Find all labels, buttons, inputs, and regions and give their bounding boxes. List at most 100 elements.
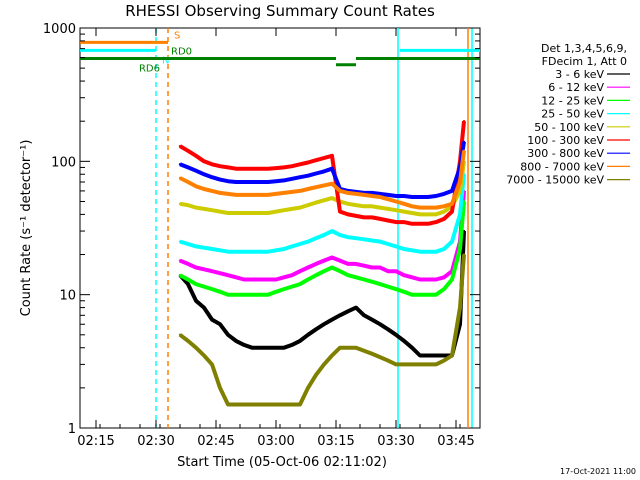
data-point bbox=[458, 306, 462, 309]
flag-label-rd0: RD0 bbox=[171, 47, 192, 58]
data-point bbox=[226, 333, 230, 337]
data-point bbox=[442, 354, 446, 357]
data-point bbox=[242, 211, 246, 215]
data-point bbox=[410, 222, 414, 226]
data-point bbox=[330, 182, 334, 185]
data-point bbox=[298, 242, 302, 246]
data-point bbox=[306, 333, 310, 337]
data-point bbox=[226, 403, 230, 406]
data-point bbox=[394, 363, 398, 366]
data-point bbox=[394, 194, 398, 198]
data-point bbox=[378, 195, 382, 199]
data-point bbox=[314, 185, 318, 189]
data-point bbox=[362, 264, 366, 267]
data-point bbox=[218, 210, 222, 213]
data-point bbox=[194, 266, 198, 269]
data-point bbox=[250, 346, 254, 349]
data-point bbox=[210, 269, 214, 273]
data-point bbox=[450, 278, 454, 281]
legend-header: FDecim 1, Att 0 bbox=[542, 55, 627, 68]
data-point bbox=[386, 219, 390, 222]
data-point bbox=[178, 163, 182, 166]
data-point bbox=[338, 314, 342, 317]
data-point bbox=[418, 363, 422, 366]
data-point bbox=[346, 202, 350, 206]
data-point bbox=[354, 306, 358, 309]
data-point bbox=[442, 192, 446, 196]
data-point bbox=[378, 282, 382, 286]
data-point bbox=[266, 293, 270, 296]
series-100-300-kev bbox=[178, 119, 466, 226]
data-point bbox=[402, 339, 406, 343]
data-point bbox=[242, 193, 246, 197]
data-point bbox=[402, 363, 406, 366]
data-point bbox=[370, 280, 374, 283]
data-point bbox=[274, 179, 278, 183]
data-point bbox=[290, 190, 294, 194]
data-point bbox=[434, 194, 438, 198]
data-point bbox=[394, 220, 398, 224]
data-point bbox=[298, 176, 302, 179]
data-point bbox=[450, 189, 454, 193]
data-point bbox=[258, 250, 262, 253]
data-point bbox=[386, 359, 390, 362]
data-point bbox=[378, 206, 382, 209]
data-point bbox=[346, 310, 350, 313]
data-point bbox=[226, 250, 230, 253]
series-7000-15000-kev bbox=[178, 253, 466, 407]
data-point bbox=[202, 160, 206, 163]
data-point bbox=[402, 210, 406, 213]
plot-frame bbox=[79, 27, 481, 429]
data-point bbox=[290, 245, 294, 248]
data-point bbox=[418, 222, 422, 226]
data-point bbox=[442, 217, 446, 221]
data-point bbox=[434, 250, 438, 253]
data-point bbox=[218, 164, 222, 168]
data-point bbox=[330, 229, 334, 233]
data-point bbox=[194, 346, 198, 349]
data-point bbox=[434, 213, 438, 216]
data-point bbox=[418, 195, 422, 199]
data-point bbox=[354, 276, 358, 279]
data-point bbox=[354, 214, 358, 218]
data-point bbox=[282, 287, 286, 291]
data-point bbox=[258, 193, 262, 197]
data-point bbox=[290, 207, 294, 211]
data-point bbox=[418, 250, 422, 253]
data-point bbox=[394, 200, 398, 203]
legend-label: 50 - 100 keV bbox=[534, 121, 604, 134]
data-point bbox=[226, 192, 230, 196]
data-point bbox=[226, 166, 230, 169]
data-point bbox=[378, 266, 382, 269]
data-point bbox=[186, 242, 190, 246]
data-point bbox=[314, 201, 318, 204]
data-point bbox=[394, 333, 398, 337]
data-point bbox=[274, 278, 278, 281]
data-point bbox=[450, 354, 454, 357]
data-point bbox=[462, 149, 466, 152]
flag-label-s: S bbox=[174, 30, 180, 41]
data-point bbox=[282, 209, 286, 212]
data-point bbox=[234, 293, 238, 296]
data-point bbox=[242, 180, 246, 184]
data-point bbox=[186, 262, 190, 266]
data-point bbox=[306, 203, 310, 207]
data-point bbox=[274, 403, 278, 406]
data-point bbox=[410, 205, 414, 208]
legend-label: 100 - 300 keV bbox=[527, 134, 604, 147]
data-point bbox=[314, 158, 318, 162]
data-point bbox=[234, 167, 238, 170]
data-point bbox=[186, 339, 190, 343]
data-point bbox=[426, 363, 430, 366]
data-point bbox=[250, 278, 254, 281]
data-point bbox=[274, 346, 278, 349]
data-point bbox=[314, 273, 318, 277]
data-point bbox=[282, 403, 286, 406]
data-point bbox=[314, 373, 318, 377]
data-point bbox=[354, 237, 358, 240]
data-point bbox=[282, 346, 286, 349]
legend: Det 1,3,4,5,6,9,FDecim 1, Att 03 - 6 keV… bbox=[506, 42, 630, 187]
data-point bbox=[250, 167, 254, 170]
